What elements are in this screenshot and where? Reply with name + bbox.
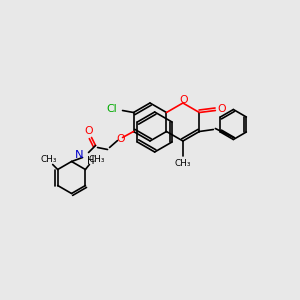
Text: CH₃: CH₃ [40, 155, 57, 164]
Text: H: H [87, 157, 94, 166]
Text: Cl: Cl [107, 103, 118, 113]
Text: O: O [180, 95, 188, 105]
Text: O: O [116, 134, 125, 143]
Text: N: N [75, 151, 83, 160]
Text: O: O [217, 104, 226, 115]
Text: CH₃: CH₃ [175, 160, 191, 169]
Text: CH₃: CH₃ [88, 155, 105, 164]
Text: O: O [84, 125, 93, 136]
